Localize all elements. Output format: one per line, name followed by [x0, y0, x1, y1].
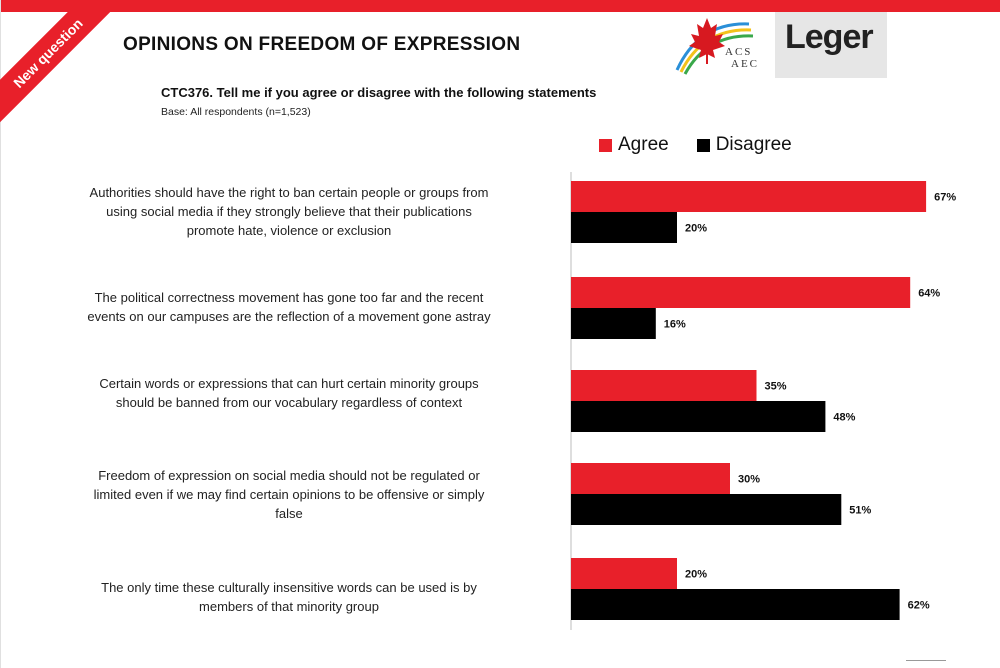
- legend-item-agree: Agree: [599, 134, 669, 156]
- chart-legend: Agree Disagree: [599, 134, 820, 156]
- question-text: CTC376. Tell me if you agree or disagree…: [161, 85, 597, 100]
- statement-line: using social media if they strongly beli…: [106, 204, 472, 219]
- data-label-agree-2: 64%: [918, 288, 940, 300]
- statement-label-3: Certain words or expressions that can hu…: [49, 374, 529, 412]
- bar-disagree-5: [571, 589, 900, 620]
- data-label-agree-4: 30%: [738, 474, 760, 486]
- page-title: OPINIONS ON FREEDOM OF EXPRESSION: [123, 34, 521, 55]
- legend-swatch-disagree: [696, 138, 710, 152]
- statement-label-4: Freedom of expression on social media sh…: [49, 466, 529, 523]
- statement-line: The only time these culturally insensiti…: [101, 580, 477, 595]
- bar-agree-3: [571, 370, 757, 401]
- data-label-disagree-5: 62%: [908, 600, 930, 612]
- bar-disagree-4: [571, 494, 842, 525]
- statement-label-5: The only time these culturally insensiti…: [49, 578, 529, 616]
- data-label-agree-5: 20%: [685, 569, 707, 581]
- legend-swatch-agree: [599, 138, 612, 152]
- data-label-disagree-2: 16%: [664, 319, 686, 331]
- footer-divider: [906, 660, 946, 661]
- legend-label-disagree: Disagree: [715, 134, 792, 155]
- maple-leaf-icon: [675, 18, 754, 75]
- statement-line: Certain words or expressions that can hu…: [99, 376, 479, 391]
- legend-item-disagree: Disagree: [696, 134, 792, 156]
- statement-line: promote hate, violence or exclusion: [186, 223, 392, 238]
- acs-text-line2: AEC: [731, 58, 759, 70]
- statement-line: Freedom of expression on social media sh…: [98, 468, 480, 483]
- bar-disagree-2: [571, 308, 656, 339]
- statement-label-1: Authorities should have the right to ban…: [49, 183, 529, 240]
- bar-agree-4: [571, 463, 730, 494]
- top-accent-bar: [1, 0, 1000, 12]
- leger-logo-text: Leger: [785, 18, 874, 56]
- statement-label-2: The political correctness movement has g…: [49, 288, 529, 326]
- data-label-disagree-4: 51%: [849, 505, 871, 517]
- leger-logo: Leger: [775, 12, 887, 78]
- legend-label-agree: Agree: [618, 134, 669, 155]
- bar-agree-2: [571, 277, 911, 308]
- data-label-disagree-1: 20%: [685, 223, 707, 235]
- data-label-agree-1: 67%: [934, 192, 956, 204]
- statement-line: Authorities should have the right to ban…: [89, 185, 489, 200]
- bar-disagree-3: [571, 401, 826, 432]
- acs-logo: ACS AEC: [669, 12, 773, 76]
- statement-line: members of that minority group: [199, 599, 379, 614]
- acs-text-line1: ACS: [725, 46, 753, 58]
- statement-line: should be banned from our vocabulary reg…: [115, 395, 463, 410]
- base-text: Base: All respondents (n=1,523): [161, 106, 311, 118]
- statement-line: false: [275, 506, 303, 521]
- bar-agree-5: [571, 558, 677, 589]
- statement-line: events on our campuses are the reflectio…: [87, 309, 491, 324]
- statement-line: The political correctness movement has g…: [94, 290, 484, 305]
- statement-line: limited even if we may find certain opin…: [93, 487, 485, 502]
- bar-disagree-1: [571, 212, 677, 243]
- data-label-disagree-3: 48%: [833, 412, 855, 424]
- bar-agree-1: [571, 181, 927, 212]
- data-label-agree-3: 35%: [765, 381, 787, 393]
